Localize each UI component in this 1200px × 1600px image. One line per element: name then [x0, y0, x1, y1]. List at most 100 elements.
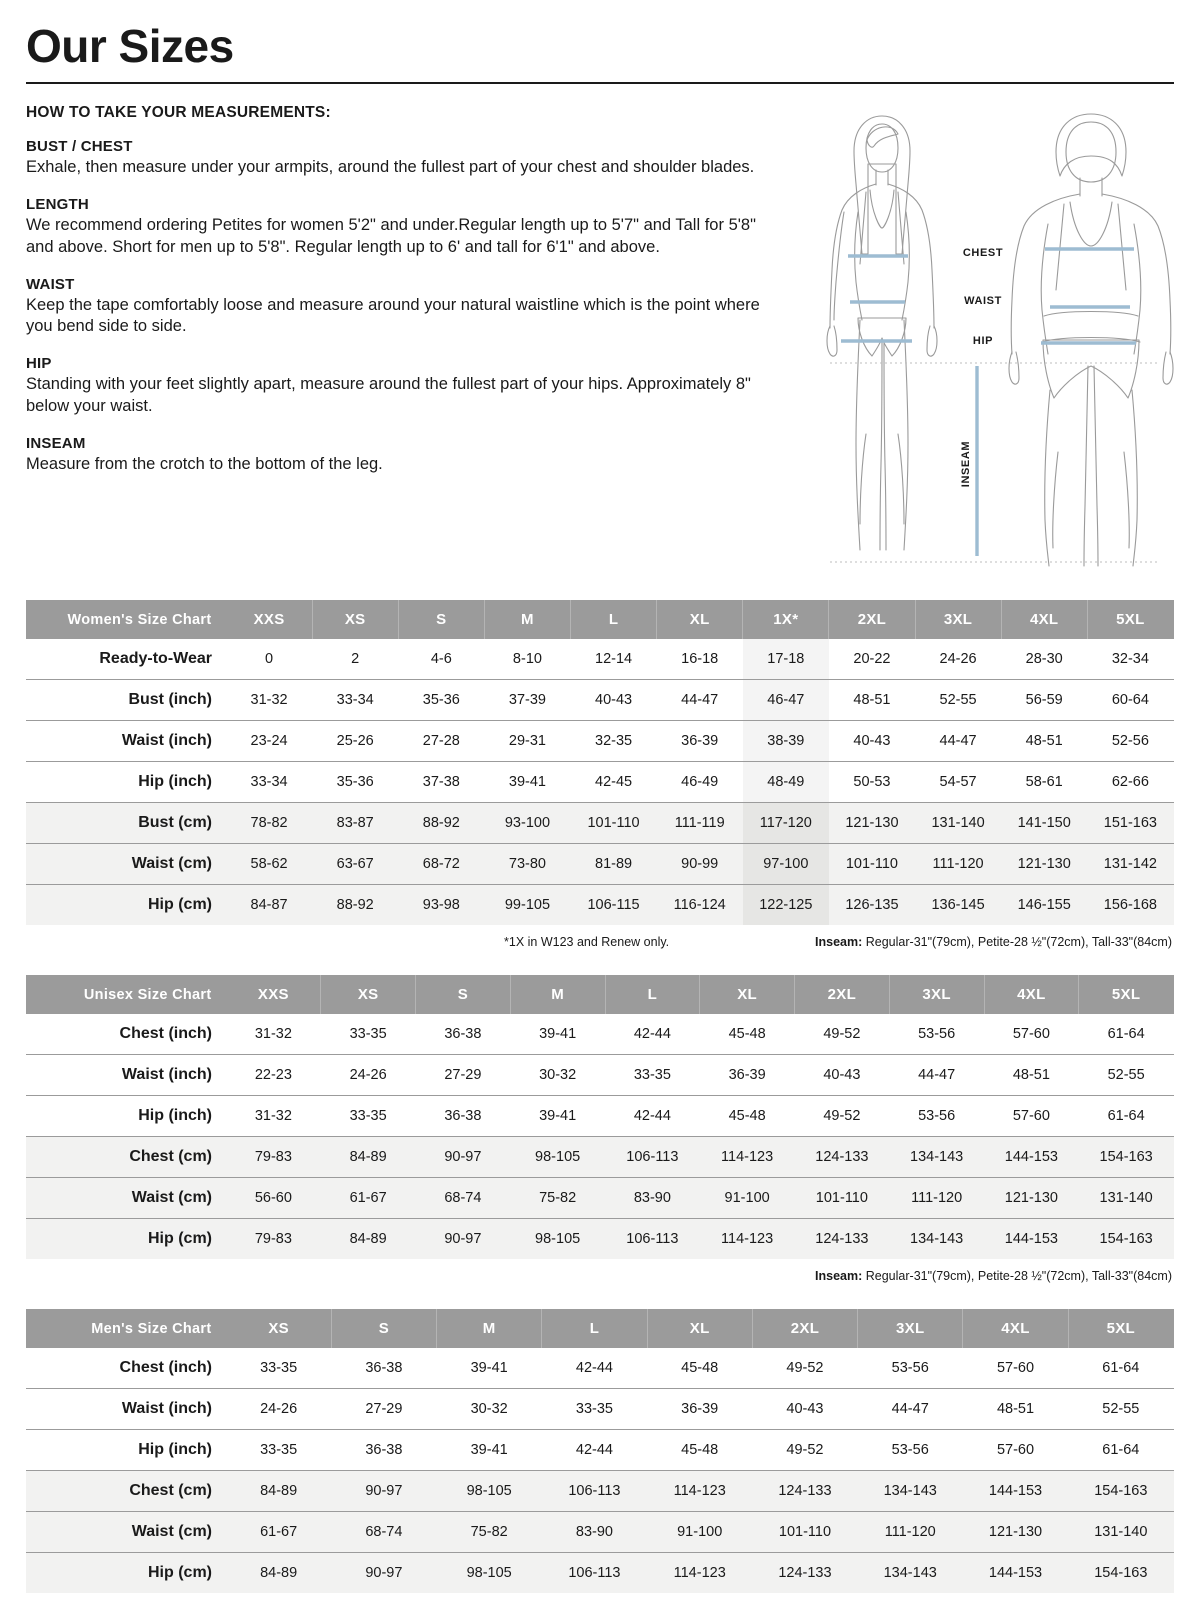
- cell-unisex-4xl: 57-60: [984, 1014, 1079, 1056]
- cell-women-5xl: 32-34: [1087, 639, 1174, 681]
- column-header-xl: XL: [647, 1309, 753, 1349]
- cell-unisex-4xl: 121-130: [984, 1177, 1079, 1220]
- row-label: Hip (cm): [26, 1218, 226, 1260]
- cell-women-3xl: 54-57: [915, 761, 1002, 804]
- table-header: Men's Size Chart XS S M L XL 2XL 3XL 4XL 5XL: [26, 1309, 1175, 1349]
- cell-women-2xl: 50-53: [828, 761, 915, 804]
- cell-unisex-xxs: 56-60: [226, 1177, 321, 1220]
- column-header-s: S: [415, 975, 511, 1015]
- cell-men-2xl: 49-52: [752, 1429, 858, 1472]
- row-label: Waist (cm): [26, 843, 226, 886]
- cell-women-4xl: 121-130: [1001, 843, 1088, 886]
- measurement-instructions: HOW TO TAKE YOUR MEASUREMENTS: BUST / CH…: [26, 104, 776, 574]
- cell-unisex-m: 39-41: [510, 1095, 605, 1138]
- cell-men-xs: 33-35: [226, 1429, 332, 1472]
- cell-unisex-2xl: 124-133: [794, 1136, 890, 1179]
- cell-unisex-m: 30-32: [510, 1054, 605, 1097]
- cell-unisex-s: 68-74: [415, 1177, 511, 1220]
- row-label: Hip (cm): [26, 884, 226, 926]
- cell-men-xl: 45-48: [647, 1348, 753, 1390]
- cell-women-2xl: 48-51: [828, 679, 915, 722]
- cell-men-xl: 36-39: [647, 1388, 753, 1431]
- instruction-body: We recommend ordering Petites for women …: [26, 216, 756, 256]
- cell-unisex-2xl: 40-43: [794, 1054, 890, 1097]
- cell-men-s: 90-97: [331, 1552, 437, 1594]
- cell-men-2xl: 101-110: [752, 1511, 858, 1554]
- column-header-1x: 1X*: [742, 600, 830, 640]
- cell-men-2xl: 40-43: [752, 1388, 858, 1431]
- column-header-2xl: 2XL: [828, 600, 916, 640]
- instruction-body: Keep the tape comfortably loose and meas…: [26, 295, 760, 336]
- cell-women-3xl: 24-26: [915, 639, 1002, 681]
- cell-women-l: 106-115: [570, 884, 657, 926]
- cell-women-xxs: 31-32: [226, 679, 313, 722]
- cell-women-l: 81-89: [570, 843, 657, 886]
- cell-men-5xl: 131-140: [1068, 1511, 1174, 1554]
- instruction-body: Standing with your feet slightly apart, …: [26, 375, 751, 415]
- cell-women-xl: 111-119: [656, 802, 743, 845]
- cell-women-5xl: 156-168: [1087, 884, 1174, 926]
- cell-men-4xl: 57-60: [962, 1429, 1069, 1472]
- column-header-5xl: 5XL: [1087, 600, 1175, 640]
- row-label: Hip (inch): [26, 1095, 226, 1138]
- cell-women-xxs: 0: [226, 639, 313, 681]
- row-label: Chest (cm): [26, 1136, 226, 1179]
- cell-women-1x: 48-49: [742, 761, 829, 804]
- row-label: Waist (cm): [26, 1177, 226, 1220]
- guide-lines: [830, 362, 1158, 563]
- mens-size-chart-block: Men's Size Chart XS S M L XL 2XL 3XL 4XL 5XL Che…: [26, 1309, 1175, 1600]
- womens-footnotes: *1X in W123 and Renew only. Inseam: Regu…: [26, 935, 1174, 949]
- column-header-2xl: 2XL: [752, 1309, 859, 1349]
- column-header-xxs: XXS: [226, 600, 313, 640]
- cell-women-s: 68-72: [398, 843, 485, 886]
- cell-men-l: 42-44: [541, 1348, 648, 1390]
- cell-women-l: 101-110: [570, 802, 657, 845]
- cell-women-3xl: 111-120: [915, 843, 1002, 886]
- cell-men-s: 36-38: [331, 1429, 437, 1472]
- cell-women-xxs: 78-82: [226, 802, 313, 845]
- header-row: Men's Size Chart XS S M L XL 2XL 3XL 4XL 5XL: [26, 1309, 1175, 1349]
- womens-size-chart-block: Women's Size Chart XXS XS S M L XL 1X* 2XL 3XL 4X…: [26, 600, 1175, 949]
- cell-women-2xl: 101-110: [828, 843, 915, 886]
- cell-men-xs: 61-67: [226, 1511, 332, 1554]
- cell-women-s: 27-28: [398, 720, 485, 763]
- column-header-4xl: 4XL: [1001, 600, 1088, 640]
- cell-women-5xl: 60-64: [1087, 679, 1174, 722]
- cell-women-4xl: 58-61: [1001, 761, 1088, 804]
- cell-unisex-l: 42-44: [605, 1095, 700, 1138]
- cell-unisex-m: 98-105: [510, 1218, 605, 1260]
- cell-men-2xl: 124-133: [752, 1470, 858, 1513]
- cell-women-xl: 36-39: [656, 720, 743, 763]
- column-header-3xl: 3XL: [857, 1309, 964, 1349]
- footnote-1x: *1X in W123 and Renew only.: [504, 935, 670, 950]
- table-row: Waist (inch) 23-24 25-26 27-28 29-31 32-35 36-…: [26, 720, 1174, 763]
- cell-women-s: 93-98: [398, 884, 485, 926]
- cell-unisex-xl: 114-123: [699, 1136, 795, 1179]
- cell-men-4xl: 144-153: [962, 1470, 1069, 1513]
- cell-unisex-2xl: 101-110: [794, 1177, 890, 1220]
- cell-unisex-3xl: 53-56: [889, 1014, 984, 1056]
- table-header: Unisex Size Chart XXS XS S M L XL 2XL 3XL 4XL 5XL: [26, 975, 1174, 1015]
- table-row: Bust (cm) 78-82 83-87 88-92 93-100 101-110 111…: [26, 802, 1174, 845]
- cell-men-5xl: 52-55: [1068, 1388, 1174, 1431]
- footnote-inseam: Inseam: Regular-31"(79cm), Petite-28 ½"(…: [815, 1269, 1172, 1283]
- cell-women-1x: 117-120: [742, 802, 829, 845]
- instruction-body: Measure from the crotch to the bottom of…: [26, 454, 383, 473]
- cell-women-5xl: 52-56: [1087, 720, 1174, 763]
- cell-men-4xl: 57-60: [962, 1348, 1069, 1390]
- column-header-xl: XL: [699, 975, 795, 1015]
- body-measurement-diagram: CHEST WAIST HIP INSEAM: [792, 104, 1174, 574]
- cell-unisex-l: 42-44: [605, 1014, 700, 1056]
- cell-women-4xl: 28-30: [1001, 639, 1088, 681]
- cell-women-4xl: 141-150: [1001, 802, 1088, 845]
- header-row: Women's Size Chart XXS XS S M L XL 1X* 2XL 3XL 4X…: [26, 600, 1175, 640]
- cell-unisex-m: 75-82: [510, 1177, 605, 1220]
- column-header-5xl: 5XL: [1078, 975, 1174, 1015]
- cell-women-s: 88-92: [398, 802, 485, 845]
- row-label: Bust (cm): [26, 802, 226, 845]
- table-header: Women's Size Chart XXS XS S M L XL 1X* 2XL 3XL 4X…: [26, 600, 1175, 640]
- instruction-inseam: INSEAM Measure from the crotch to the bo…: [26, 435, 776, 476]
- column-header-l: L: [541, 1309, 648, 1349]
- cell-men-m: 30-32: [436, 1388, 542, 1431]
- cell-women-xl: 44-47: [656, 679, 743, 722]
